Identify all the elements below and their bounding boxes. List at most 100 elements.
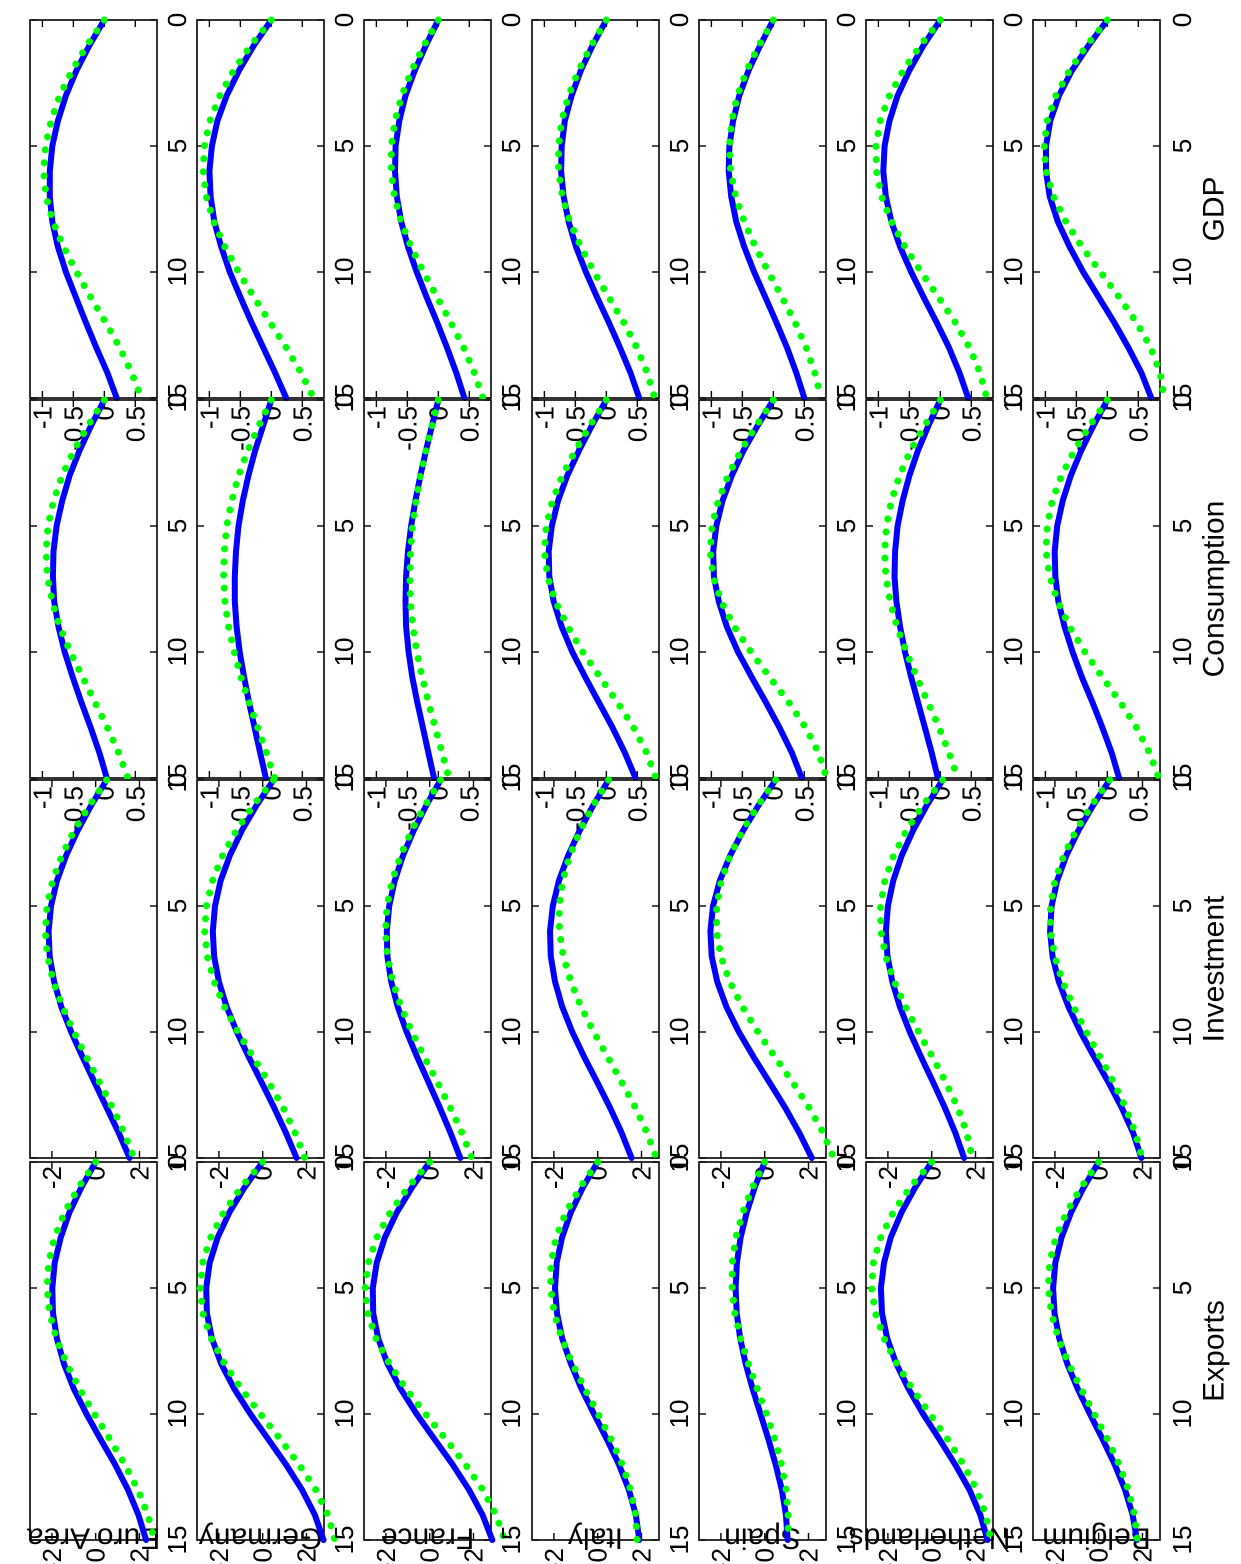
y-tick-label: -0.5 bbox=[392, 406, 422, 451]
x-tick-label: 0 bbox=[162, 13, 192, 27]
panel-france-consumption bbox=[363, 396, 492, 782]
x-tick-label: 0 bbox=[1167, 1155, 1197, 1169]
x-tick-label: 10 bbox=[162, 258, 192, 287]
y-tick-label: 2 bbox=[626, 1548, 656, 1562]
series-dotted-line bbox=[555, 16, 659, 402]
panel-frame bbox=[698, 779, 827, 1159]
x-tick-label: 5 bbox=[831, 1281, 861, 1295]
x-tick-label: 15 bbox=[162, 764, 192, 793]
panel-euro-area-consumption bbox=[29, 396, 158, 782]
x-tick-label: 10 bbox=[998, 258, 1028, 287]
panel-spain-exports bbox=[698, 1158, 827, 1544]
panel-frame bbox=[698, 1161, 827, 1541]
x-tick-label: 10 bbox=[496, 638, 526, 667]
x-tick-label: 0 bbox=[998, 393, 1028, 407]
y-tick-label: 2 bbox=[793, 1166, 823, 1180]
x-tick-label: 0 bbox=[998, 773, 1028, 787]
x-tick-label: 15 bbox=[496, 1144, 526, 1173]
x-tick-label: 0 bbox=[496, 773, 526, 787]
x-tick-label: 5 bbox=[1167, 899, 1197, 913]
series-dotted-line bbox=[1044, 1158, 1141, 1544]
x-tick-label: 5 bbox=[664, 139, 694, 153]
y-tick-label: -2 bbox=[371, 1548, 401, 1564]
x-tick-label: 0 bbox=[664, 13, 694, 27]
variable-label-consumption: Consumption bbox=[1198, 501, 1231, 678]
y-tick-label: -2 bbox=[204, 1548, 234, 1564]
series-dotted-line bbox=[540, 396, 660, 782]
y-tick-label: -1 bbox=[27, 406, 57, 429]
x-tick-label: 0 bbox=[329, 13, 359, 27]
y-tick-label: 0.5 bbox=[789, 406, 819, 442]
x-tick-label: 15 bbox=[998, 1144, 1028, 1173]
y-tick-label: 0.5 bbox=[287, 406, 317, 442]
y-tick-label: 0.5 bbox=[789, 786, 819, 822]
x-tick-label: 15 bbox=[831, 764, 861, 793]
x-tick-label: 10 bbox=[496, 1018, 526, 1047]
x-tick-label: 5 bbox=[664, 899, 694, 913]
series-dotted-line bbox=[713, 776, 838, 1162]
y-tick-label: -2 bbox=[873, 1548, 903, 1564]
y-tick-label: -0.5 bbox=[727, 786, 757, 831]
x-tick-label: 5 bbox=[664, 1281, 694, 1295]
series-solid-line bbox=[547, 777, 635, 1161]
series-solid-line bbox=[206, 17, 290, 401]
series-dotted-line bbox=[382, 776, 476, 1162]
panel-frame bbox=[363, 779, 492, 1159]
y-tick-label: 2 bbox=[458, 1548, 488, 1562]
x-tick-label: 10 bbox=[329, 258, 359, 287]
series-dotted-line bbox=[555, 776, 660, 1162]
x-tick-label: 5 bbox=[998, 1281, 1028, 1295]
y-tick-label: -2 bbox=[539, 1166, 569, 1189]
y-tick-label: -1 bbox=[1030, 786, 1060, 809]
plot-layer: Euro Area0510150.50-0.5-10510150.50-0.5-… bbox=[26, 13, 1230, 1564]
series-solid-line bbox=[392, 17, 468, 401]
x-tick-label: 5 bbox=[496, 1281, 526, 1295]
panel-frame bbox=[196, 779, 325, 1159]
y-tick-label: 0 bbox=[81, 1548, 111, 1562]
x-tick-label: 0 bbox=[496, 393, 526, 407]
panel-italy-consumption bbox=[531, 396, 660, 782]
y-tick-label: -2 bbox=[873, 1166, 903, 1189]
panel-belgium-gdp bbox=[1032, 16, 1168, 402]
panel-frame bbox=[29, 399, 158, 779]
panel-italy-gdp bbox=[531, 16, 660, 402]
x-tick-label: 10 bbox=[998, 1018, 1028, 1047]
panel-euro-area-investment bbox=[29, 776, 158, 1162]
y-tick-label: -1 bbox=[1030, 406, 1060, 429]
panel-netherlands-investment bbox=[865, 776, 994, 1162]
series-dotted-line bbox=[872, 16, 991, 402]
x-tick-label: 10 bbox=[329, 638, 359, 667]
x-tick-label: 0 bbox=[329, 773, 359, 787]
x-tick-label: 0 bbox=[162, 393, 192, 407]
y-tick-label: 0.5 bbox=[956, 786, 986, 822]
x-tick-label: 10 bbox=[831, 638, 861, 667]
series-solid-line bbox=[1050, 1159, 1140, 1543]
country-label-euro-area: Euro Area bbox=[26, 1522, 160, 1555]
y-tick-label: -1 bbox=[696, 406, 726, 429]
y-tick-label: -1 bbox=[696, 786, 726, 809]
x-tick-label: 5 bbox=[1167, 1281, 1197, 1295]
y-tick-label: -2 bbox=[1040, 1548, 1070, 1564]
x-tick-label: 0 bbox=[496, 1155, 526, 1169]
series-solid-line bbox=[46, 17, 120, 401]
panel-frame bbox=[865, 779, 994, 1159]
x-tick-label: 10 bbox=[1167, 1018, 1197, 1047]
y-tick-label: 2 bbox=[1127, 1548, 1157, 1562]
panel-belgium-investment bbox=[1032, 776, 1161, 1162]
panel-frame bbox=[1032, 399, 1161, 779]
y-tick-label: 0.5 bbox=[287, 786, 317, 822]
y-tick-label: 0 bbox=[583, 1548, 613, 1562]
y-tick-label: -2 bbox=[371, 1166, 401, 1189]
x-tick-label: 15 bbox=[664, 1144, 694, 1173]
x-tick-label: 10 bbox=[831, 1018, 861, 1047]
x-tick-label: 5 bbox=[831, 899, 861, 913]
x-tick-label: 5 bbox=[162, 899, 192, 913]
y-tick-label: 0.5 bbox=[454, 786, 484, 822]
variable-label-investment: Investment bbox=[1198, 895, 1231, 1042]
panel-frame bbox=[698, 399, 827, 779]
panel-spain-gdp bbox=[698, 16, 827, 402]
y-tick-label: 2 bbox=[1127, 1166, 1157, 1180]
x-tick-label: 5 bbox=[329, 899, 359, 913]
x-tick-label: 5 bbox=[162, 139, 192, 153]
y-tick-label: 0 bbox=[1084, 1548, 1114, 1562]
